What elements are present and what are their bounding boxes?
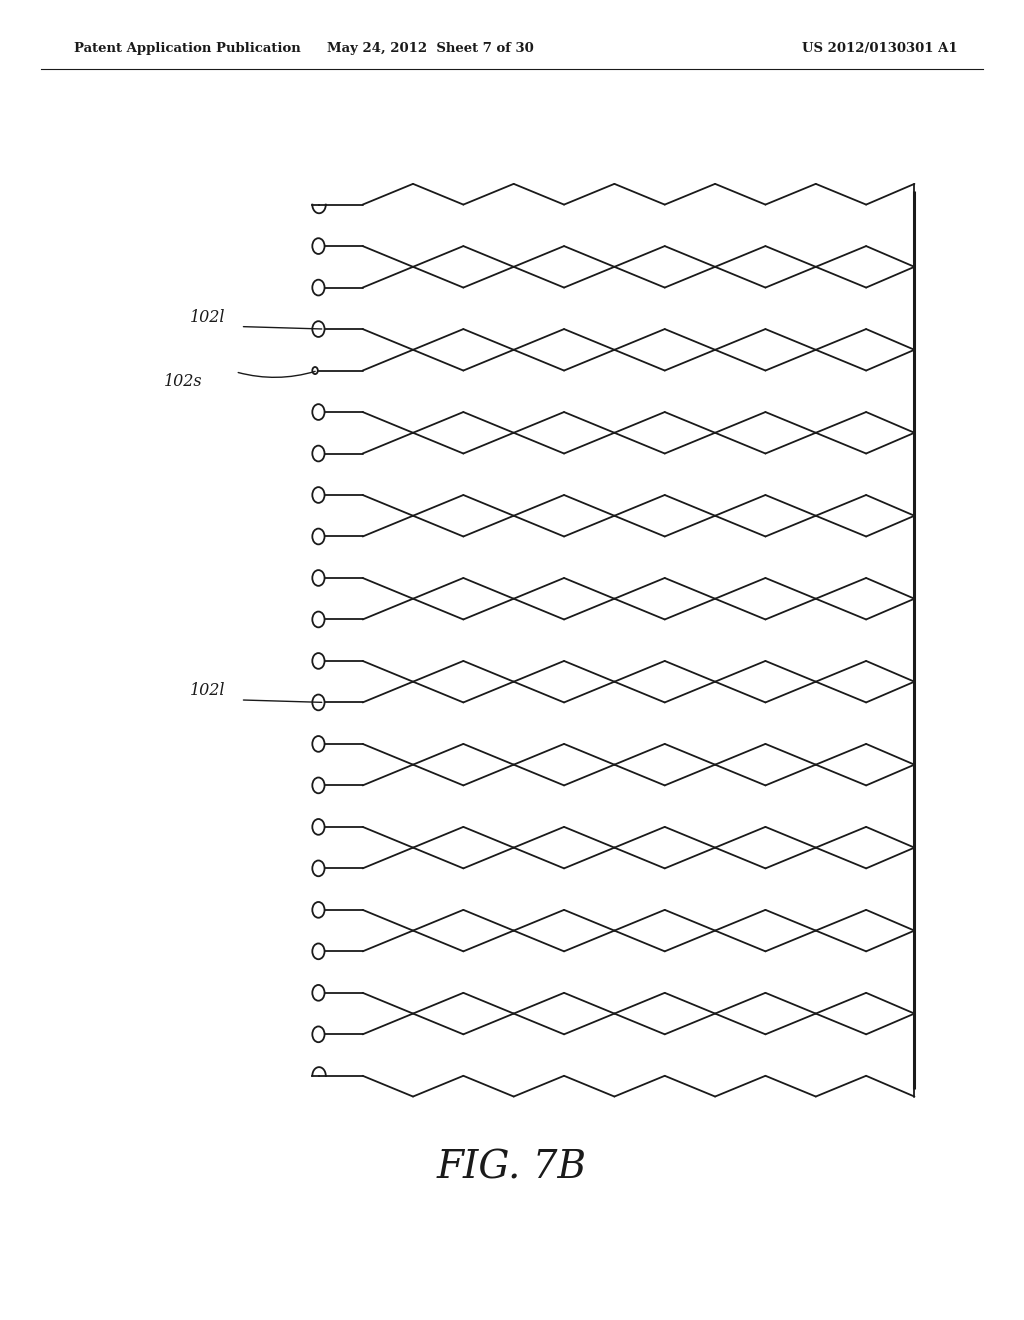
Text: 102l: 102l: [189, 309, 225, 326]
Text: 102l: 102l: [189, 682, 225, 700]
Text: FIG. 7B: FIG. 7B: [437, 1150, 587, 1187]
Text: May 24, 2012  Sheet 7 of 30: May 24, 2012 Sheet 7 of 30: [327, 42, 534, 55]
Text: Patent Application Publication: Patent Application Publication: [74, 42, 300, 55]
Text: 102s: 102s: [164, 372, 203, 389]
Text: US 2012/0130301 A1: US 2012/0130301 A1: [802, 42, 957, 55]
